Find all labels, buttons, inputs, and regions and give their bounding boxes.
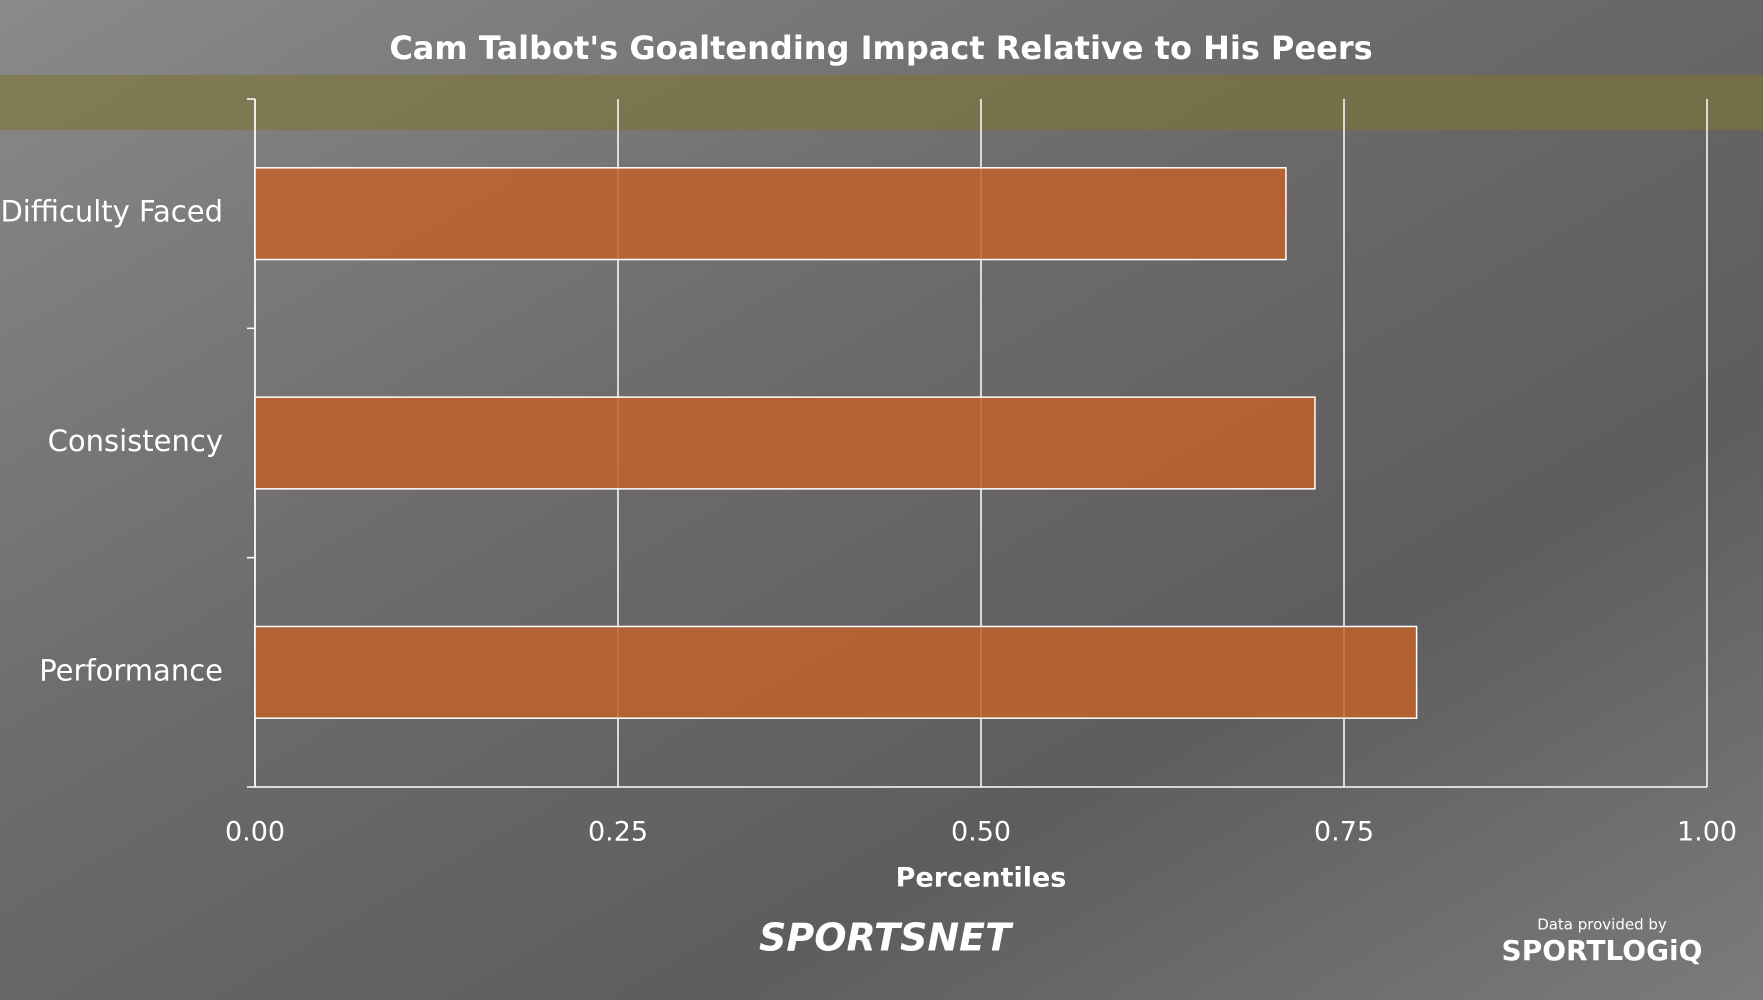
bar [254,625,1418,719]
x-axis-label: Percentiles [896,863,1067,894]
x-tick-label: 0.00 [225,817,285,848]
credit-logo: SPORTLOGiQ [1502,934,1703,967]
x-tick-label: 0.25 [588,817,648,848]
brand-logo: SPORTSNET [759,916,1014,960]
x-tick-label: 0.75 [1314,817,1374,848]
credit: Data provided by [1537,916,1667,934]
y-tick-label: Difficulty Faced [0,195,223,229]
chart-title: Cam Talbot's Goaltending Impact Relative… [389,29,1372,67]
x-tick-label: 0.50 [951,817,1011,848]
x-tick-label: 1.00 [1677,817,1737,848]
bar [254,167,1287,261]
bar [254,396,1316,490]
y-tick-label: Consistency [48,424,223,458]
background-stripe [0,75,1763,130]
y-tick-label: Performance [39,653,223,687]
